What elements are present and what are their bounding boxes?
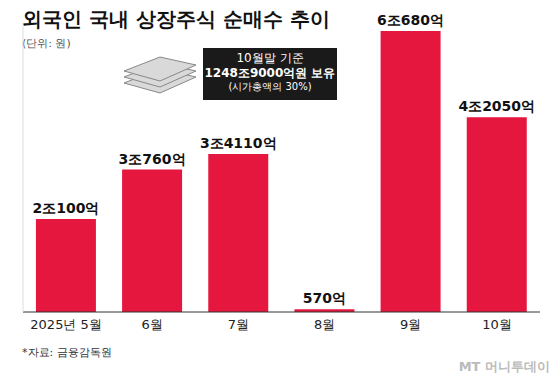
svg-text:2조100억: 2조100억 (32, 200, 99, 216)
svg-text:570억: 570억 (303, 290, 346, 306)
html-text:*자료: 금융감독원: *자료: 금융감독원 (22, 346, 112, 359)
html-text:외국인 국내 상장주식 순매수 추이: 외국인 국내 상장주식 순매수 추이 (22, 7, 330, 31)
svg-text:7월: 7월 (228, 317, 249, 332)
svg-text:10월: 10월 (482, 317, 512, 332)
html-text:(시가총액의 30%): (시가총액의 30%) (228, 81, 312, 92)
svg-text:8월: 8월 (314, 317, 335, 332)
svg-text:2025년 5월: 2025년 5월 (30, 317, 102, 332)
svg-text:6월: 6월 (142, 317, 163, 332)
html-text:MT 머니투데이: MT 머니투데이 (458, 359, 550, 374)
html-text:10월말 기준: 10월말 기준 (236, 51, 304, 65)
svg-text:3조4110억: 3조4110억 (200, 135, 277, 151)
html-text:(단위: 원): (단위: 원) (22, 37, 71, 50)
svg-text:9월: 9월 (400, 317, 421, 332)
html-text:1248조9000억원 보유: 1248조9000억원 보유 (204, 66, 336, 80)
svg-text:4조2050억: 4조2050억 (458, 98, 535, 114)
svg-text:3조760억: 3조760억 (119, 151, 186, 167)
svg-text:6조680억: 6조680억 (377, 12, 444, 28)
